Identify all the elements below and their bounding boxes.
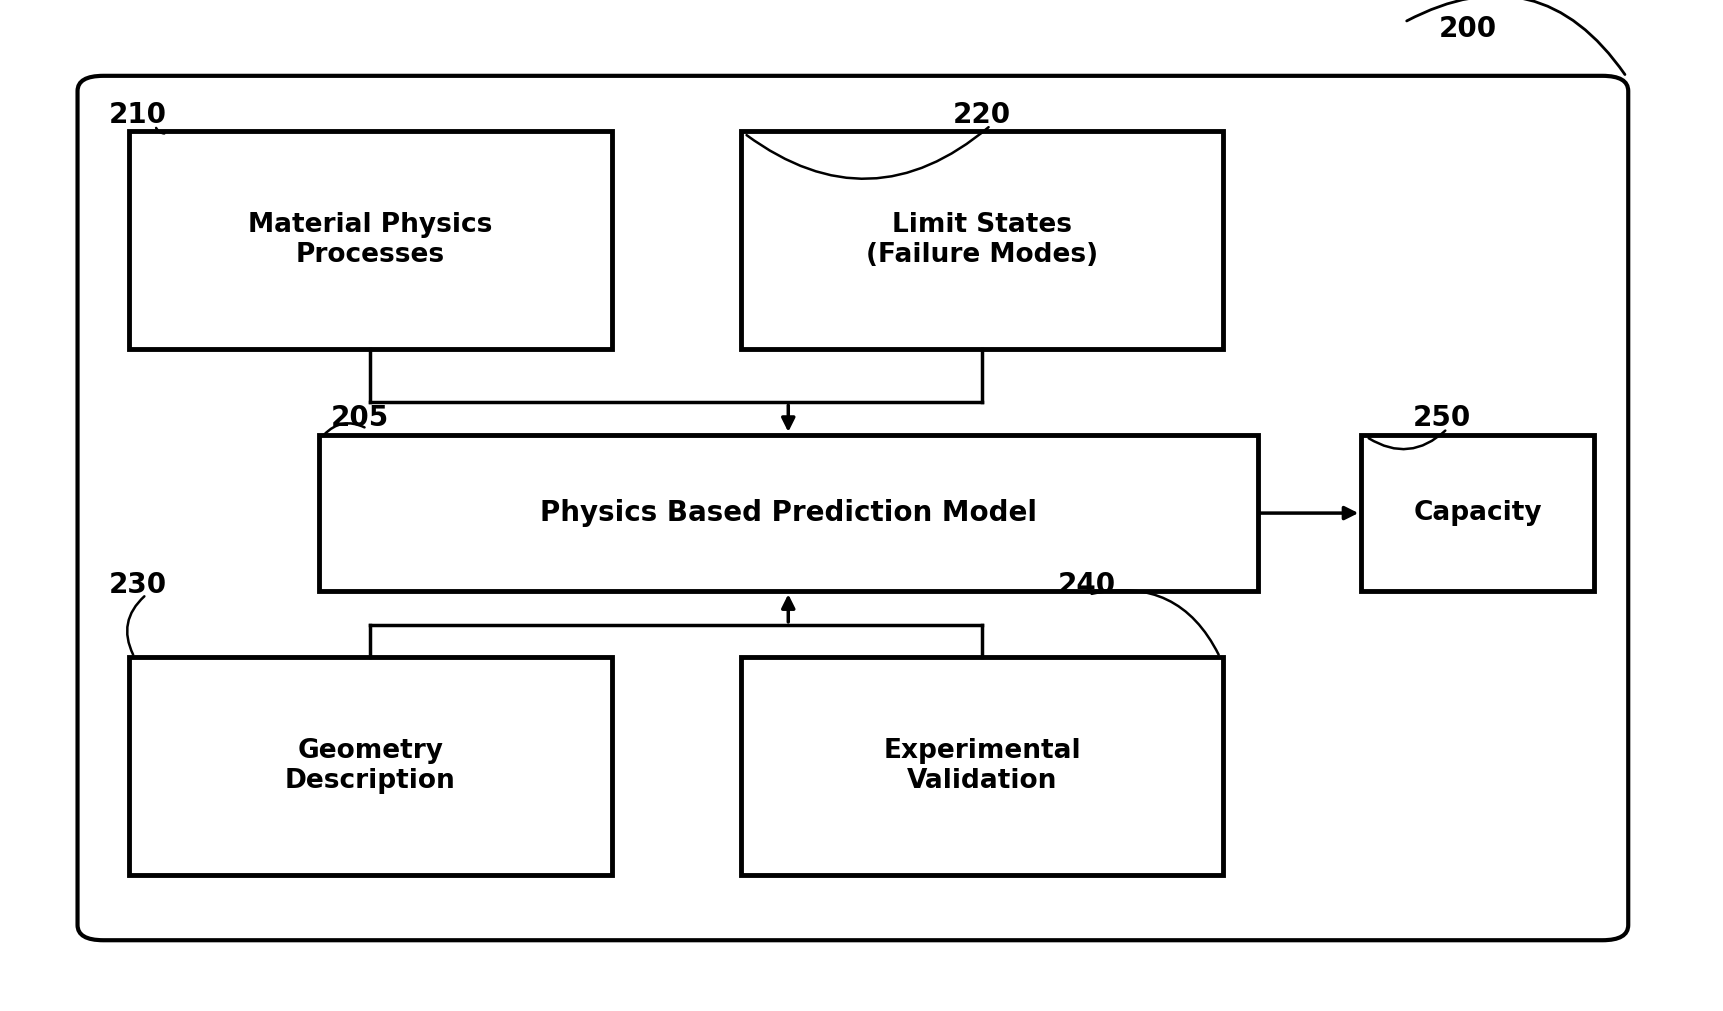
Text: Geometry
Description: Geometry Description [284, 738, 457, 794]
Text: 250: 250 [1413, 404, 1471, 433]
FancyBboxPatch shape [1361, 435, 1594, 591]
Text: 205: 205 [331, 404, 389, 433]
Text: Capacity: Capacity [1413, 500, 1542, 526]
Text: 220: 220 [953, 101, 1011, 129]
Text: Limit States
(Failure Modes): Limit States (Failure Modes) [867, 212, 1098, 268]
FancyBboxPatch shape [741, 657, 1223, 875]
Text: 240: 240 [1058, 571, 1117, 600]
Text: 230: 230 [109, 571, 167, 600]
FancyBboxPatch shape [319, 435, 1258, 591]
Text: 200: 200 [1439, 15, 1497, 43]
FancyBboxPatch shape [129, 657, 612, 875]
Text: Physics Based Prediction Model: Physics Based Prediction Model [539, 499, 1037, 527]
FancyBboxPatch shape [741, 131, 1223, 349]
FancyBboxPatch shape [129, 131, 612, 349]
Text: Material Physics
Processes: Material Physics Processes [248, 212, 493, 268]
Text: Experimental
Validation: Experimental Validation [884, 738, 1080, 794]
Text: 210: 210 [109, 101, 167, 129]
